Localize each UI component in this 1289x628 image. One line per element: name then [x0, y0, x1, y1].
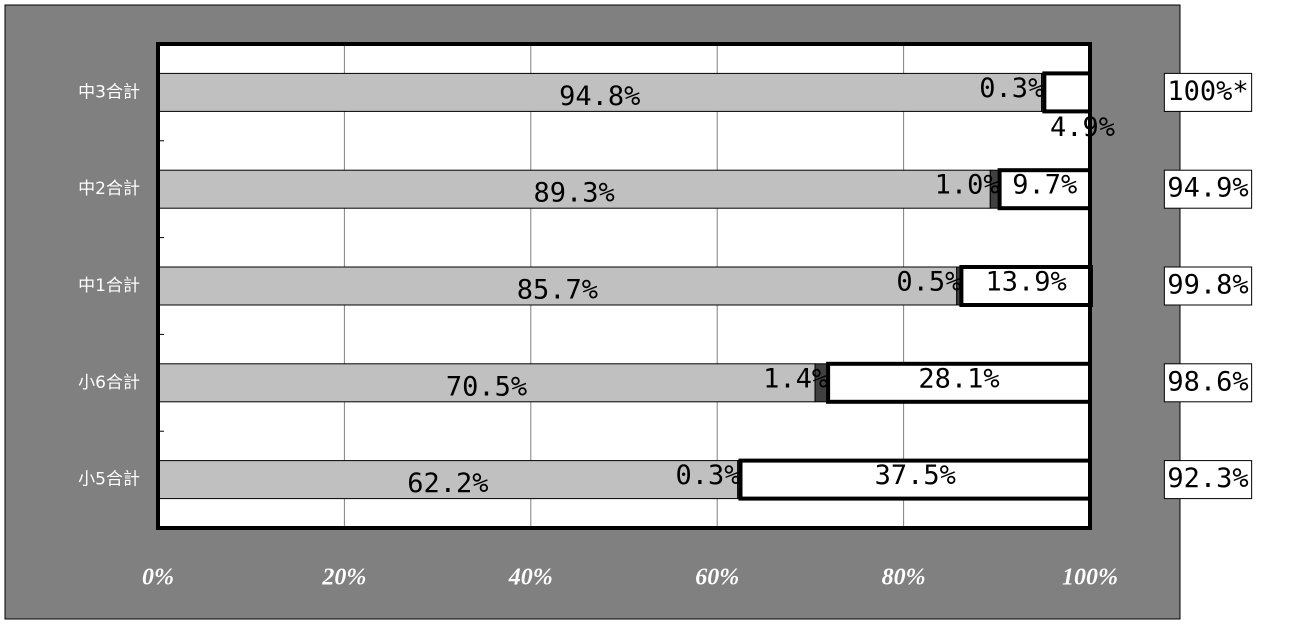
bar-segment [738, 458, 1092, 501]
annotation: 98.6% [1167, 366, 1248, 397]
plot-border [156, 42, 1092, 530]
annotation: 100%* [1167, 76, 1248, 107]
x-tick-label: 40% [508, 565, 553, 591]
category-label: 中1合計 [78, 276, 140, 296]
value-label: 0.3% [675, 460, 740, 491]
annotation: 92.3% [1167, 463, 1248, 494]
value-label: 1.0% [935, 170, 1000, 201]
bar-segment [157, 72, 1043, 112]
value-label: 37.5% [875, 460, 956, 491]
value-label: 4.9% [1050, 112, 1115, 143]
x-tick-label: 100% [1062, 565, 1118, 591]
value-label: 62.2% [407, 468, 488, 499]
x-tick-label: 0% [142, 565, 174, 591]
value-label: 89.3% [533, 178, 614, 209]
x-tick-label: 60% [695, 565, 739, 591]
bar-segment [157, 460, 739, 500]
bar-segment [1042, 71, 1093, 114]
annotation: 94.9% [1167, 173, 1248, 204]
value-label: 85.7% [517, 275, 598, 306]
annotation: 99.8% [1167, 270, 1248, 301]
annotation-box [1163, 169, 1253, 209]
category-label: 小5合計 [78, 470, 140, 490]
annotation-box [1163, 72, 1253, 112]
bar-segment [826, 361, 1092, 404]
value-label: 13.9% [986, 267, 1067, 298]
value-label: 70.5% [446, 371, 527, 402]
category-label: 小6合計 [78, 373, 140, 393]
annotation-box [1163, 460, 1253, 500]
category-label: 中2合計 [78, 179, 140, 199]
value-label: 1.4% [763, 363, 828, 394]
value-label: 0.5% [896, 267, 961, 298]
bar-segment [157, 169, 991, 209]
x-tick-label: 80% [882, 565, 926, 591]
value-label: 0.3% [979, 73, 1044, 104]
value-label: 94.8% [559, 81, 640, 112]
value-label: 9.7% [1012, 170, 1077, 201]
x-tick-label: 20% [321, 565, 366, 591]
annotation-box [1163, 363, 1253, 403]
category-label: 中3合計 [78, 82, 140, 102]
annotation-box [1163, 266, 1253, 306]
value-label: 28.1% [918, 363, 999, 394]
